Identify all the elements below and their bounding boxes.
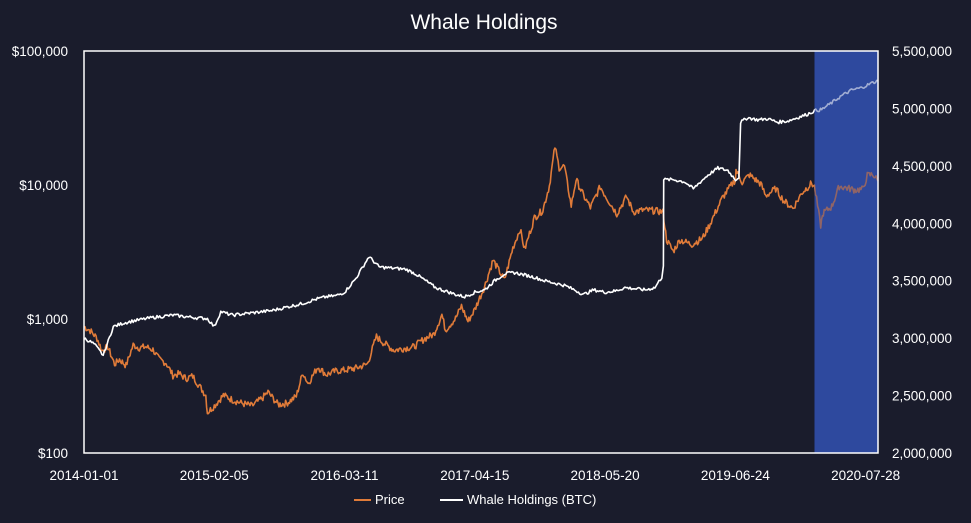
x-tick-label: 2019-06-24 (701, 468, 771, 483)
left-tick-label: $100 (38, 446, 68, 461)
legend-price-label: Price (375, 492, 405, 507)
right-tick-label: 3,500,000 (892, 274, 952, 289)
right-tick-label: 2,000,000 (892, 446, 952, 461)
left-tick-label: $10,000 (19, 178, 68, 193)
price-line (83, 147, 879, 415)
right-axis-ticks: 2,000,000 2,500,000 3,000,000 3,500,000 4,00… (892, 44, 952, 461)
plot-border (83, 50, 879, 454)
x-tick-label: 2014-01-01 (49, 468, 118, 483)
legend-whale-label: Whale Holdings (BTC) (467, 492, 596, 507)
x-tick-label: 2015-02-05 (180, 468, 249, 483)
price-series-group (83, 147, 879, 415)
right-tick-label: 3,000,000 (892, 331, 952, 346)
right-tick-label: 4,500,000 (892, 159, 952, 174)
left-tick-label: $1,000 (27, 312, 68, 327)
x-tick-label: 2016-03-11 (311, 468, 379, 483)
x-axis-ticks: 2014-01-01 2015-02-05 2016-03-11 2017-04-15… (49, 468, 900, 483)
right-tick-label: 2,500,000 (892, 389, 952, 404)
whale-holdings-line (83, 79, 879, 357)
right-tick-label: 5,500,000 (892, 44, 952, 59)
chart-legend: Price Whale Holdings (BTC) (354, 492, 596, 507)
x-tick-label: 2020-07-28 (831, 468, 900, 483)
whale-series-group (83, 79, 879, 357)
left-tick-label: $100,000 (12, 44, 68, 59)
highlight-region (814, 51, 878, 453)
chart-title: Whale Holdings (410, 11, 557, 34)
left-axis-ticks: $100 $1,000 $10,000 $100,000 (12, 44, 68, 461)
highlight-overlay (814, 51, 878, 453)
right-tick-label: 4,000,000 (892, 216, 952, 231)
x-tick-label: 2017-04-15 (440, 468, 509, 483)
right-tick-label: 5,000,000 (892, 101, 952, 116)
x-tick-label: 2018-05-20 (571, 468, 640, 483)
